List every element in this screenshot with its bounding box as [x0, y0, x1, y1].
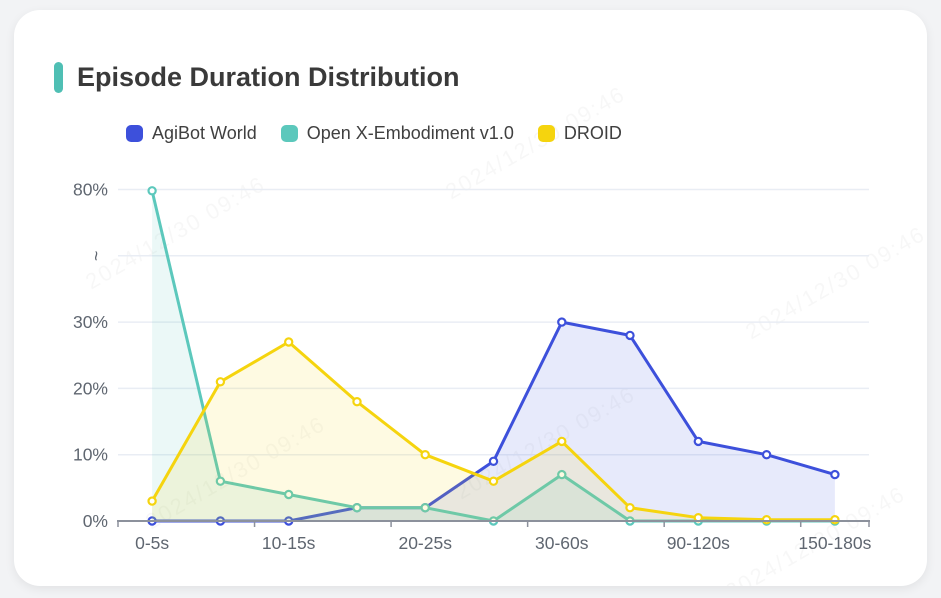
- series-area-2: [152, 190, 835, 522]
- data-point-marker: [761, 450, 772, 460]
- x-axis-label: 0-5s: [135, 533, 169, 553]
- title-accent-bar: [54, 62, 63, 93]
- x-axis-label: 20-25s: [398, 533, 452, 553]
- data-point-marker: [215, 377, 226, 387]
- y-axis-label: 20%: [73, 378, 108, 398]
- y-axis-break-symbol: ~: [86, 251, 106, 262]
- data-point-marker: [557, 436, 567, 447]
- legend-label: Open X-Embodiment v1.0: [306, 123, 514, 143]
- legend-item-droid[interactable]: DROID: [537, 123, 622, 144]
- series-area-1: [152, 322, 835, 521]
- legend-label: DROID: [563, 123, 622, 143]
- data-point-marker: [761, 515, 772, 525]
- chart-card: 2024/12/30 09:46 2024/12/30 09:46 2024/12/…: [14, 10, 927, 586]
- y-axis-label: 30%: [73, 312, 108, 332]
- data-point-marker: [352, 397, 362, 407]
- y-axis-label: 0%: [83, 511, 108, 531]
- data-point-marker: [830, 469, 840, 480]
- data-point-marker: [488, 456, 499, 466]
- legend-swatch-icon: [126, 125, 143, 142]
- y-axis-label: 80%: [73, 180, 108, 200]
- data-point-marker: [420, 450, 430, 460]
- x-axis-label: 10-15s: [262, 533, 316, 553]
- data-point-marker: [830, 515, 840, 525]
- title-row: Episode Duration Distribution: [54, 62, 460, 93]
- x-axis-label: 90-120s: [667, 533, 730, 553]
- x-axis-label: 150-180s: [798, 533, 871, 553]
- data-point-marker: [284, 489, 294, 500]
- chart-title: Episode Duration Distribution: [77, 62, 460, 92]
- data-point-marker: [488, 476, 499, 486]
- data-point-marker: [625, 330, 635, 341]
- legend-swatch-icon: [280, 125, 298, 142]
- data-point-marker: [147, 496, 157, 506]
- y-axis-label: 10%: [73, 445, 108, 465]
- data-point-marker: [147, 186, 157, 196]
- legend-item-agibot-world[interactable]: AgiBot World: [126, 123, 257, 144]
- data-point-marker: [693, 436, 704, 447]
- data-point-marker: [215, 476, 226, 486]
- legend-label: AgiBot World: [152, 123, 257, 143]
- data-point-marker: [284, 337, 294, 347]
- data-point-marker: [557, 469, 567, 480]
- x-axis-label: 30-60s: [535, 533, 589, 553]
- legend-swatch-icon: [537, 125, 555, 142]
- data-point-marker: [557, 317, 567, 327]
- legend-item-open-x-embodiment[interactable]: Open X-Embodiment v1.0: [280, 123, 514, 144]
- series-area-3: [152, 342, 835, 521]
- data-point-marker: [420, 503, 430, 513]
- chart-legend: AgiBot World Open X-Embodiment v1.0 DROI…: [126, 123, 622, 144]
- data-point-marker: [625, 503, 635, 513]
- data-point-marker: [352, 503, 362, 513]
